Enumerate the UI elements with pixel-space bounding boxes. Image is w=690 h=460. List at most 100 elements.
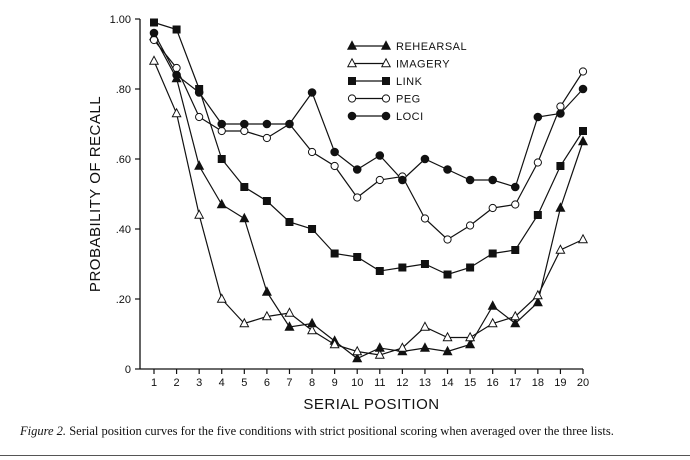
point-rehearsal — [532, 296, 543, 307]
point-imagery — [487, 317, 498, 328]
point-loci — [556, 109, 565, 118]
y-tick-label: .40 — [116, 224, 131, 236]
point-loci — [194, 88, 204, 97]
x-tick-label: 20 — [577, 377, 589, 389]
point-rehearsal — [487, 300, 498, 310]
legend-label-loci: LOCI — [396, 111, 424, 123]
point-loci — [578, 84, 588, 94]
point-imagery — [465, 331, 476, 342]
point-link — [488, 249, 497, 258]
point-peg — [420, 214, 430, 223]
point-peg — [578, 67, 588, 76]
point-imagery — [419, 321, 430, 331]
point-loci — [217, 119, 227, 129]
point-peg — [353, 193, 362, 202]
x-tick-label: 4 — [219, 377, 225, 389]
point-rehearsal — [216, 198, 227, 209]
x-tick-label: 3 — [196, 377, 202, 389]
legend-label-peg: PEG — [396, 94, 421, 106]
x-tick-label: 15 — [464, 377, 476, 389]
point-loci — [465, 175, 475, 185]
point-rehearsal — [352, 352, 363, 363]
point-rehearsal — [442, 345, 453, 356]
point-peg — [172, 63, 181, 73]
point-link — [375, 267, 384, 275]
point-link — [150, 18, 158, 27]
point-loci — [285, 119, 294, 129]
point-rehearsal — [510, 317, 521, 328]
x-tick-label: 7 — [286, 377, 292, 389]
point-loci — [443, 165, 452, 174]
x-tick-label: 13 — [419, 377, 431, 389]
point-imagery — [510, 310, 521, 321]
point-link — [285, 218, 294, 226]
point-imagery — [329, 338, 340, 349]
x-tick-label: 6 — [264, 377, 270, 389]
point-rehearsal — [261, 286, 272, 296]
y-tick-label: 0 — [125, 364, 131, 376]
point-link — [466, 263, 475, 272]
figure-label: Figure 2. — [20, 424, 67, 438]
point-loci — [330, 147, 339, 157]
x-tick-label: 18 — [532, 377, 544, 389]
point-peg — [443, 235, 452, 244]
point-loci — [533, 112, 543, 122]
line-loci — [153, 32, 584, 188]
point-imagery — [307, 324, 318, 335]
point-loci — [307, 88, 317, 97]
point-rehearsal — [419, 342, 430, 352]
point-loci — [149, 28, 159, 38]
point-imagery — [555, 244, 566, 254]
y-axis-title: PROBABILITY OF RECALL — [87, 96, 104, 292]
point-loci — [375, 151, 385, 160]
x-tick-label: 9 — [332, 377, 338, 389]
x-tick-label: 2 — [174, 377, 180, 389]
series-markers — [148, 18, 589, 363]
point-link — [556, 162, 565, 170]
point-link — [398, 263, 407, 272]
point-link — [420, 260, 429, 268]
x-tick-label: 14 — [441, 377, 453, 389]
y-tick-label: .80 — [116, 84, 131, 96]
point-peg — [375, 175, 384, 185]
line-link — [153, 21, 584, 276]
x-tick-label: 8 — [309, 377, 315, 389]
legend-marker-rehearsal — [346, 40, 358, 50]
point-link — [443, 270, 452, 279]
legend-marker-peg — [381, 94, 391, 103]
legend-label-rehearsal: REHEARSAL — [396, 41, 467, 53]
point-rehearsal — [284, 321, 295, 331]
point-imagery — [284, 307, 295, 317]
point-peg — [330, 161, 339, 171]
chart-axes: 0.20.40.60.801.001 2 3 4 5 6 7 8 9 10 11 12 13 14 15 16… — [110, 14, 590, 389]
point-loci — [420, 154, 430, 164]
point-link — [579, 127, 587, 135]
point-rehearsal — [194, 160, 205, 170]
line-imagery — [153, 60, 584, 356]
point-link — [353, 253, 362, 261]
legend: REHEARSAL IMAGERY LINK PEG LOCI — [346, 40, 467, 123]
point-loci — [398, 175, 407, 185]
point-loci — [262, 119, 272, 129]
caption-text: Serial position curves for the five cond… — [66, 424, 614, 438]
bottom-rule — [0, 455, 690, 456]
serial-position-chart: 0.20.40.60.801.001 2 3 4 5 6 7 8 9 10 11 12 13 14 15 16… — [87, 14, 590, 413]
point-imagery — [352, 345, 363, 356]
x-tick-label: 19 — [554, 377, 566, 389]
point-peg — [149, 35, 159, 45]
point-imagery — [239, 317, 250, 328]
point-rehearsal — [577, 135, 589, 146]
point-peg — [556, 102, 565, 111]
point-peg — [262, 133, 271, 143]
point-peg — [511, 200, 520, 209]
point-peg — [217, 126, 226, 136]
point-loci — [488, 175, 497, 185]
legend-marker-link — [348, 77, 356, 85]
x-tick-label: 10 — [351, 377, 363, 389]
point-peg — [488, 203, 497, 213]
legend-marker-imagery — [346, 57, 358, 68]
point-imagery — [442, 331, 453, 342]
point-imagery — [532, 289, 543, 300]
legend-marker-imagery — [380, 57, 392, 68]
point-rehearsal — [465, 338, 476, 349]
